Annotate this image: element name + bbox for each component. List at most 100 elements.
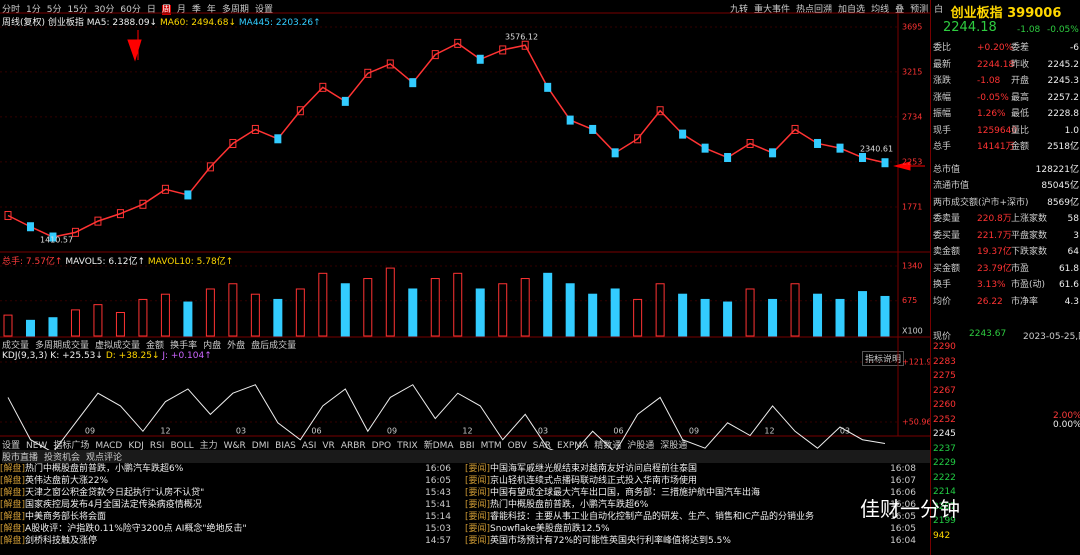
period[interactable]: 日 bbox=[146, 5, 156, 15]
news-row[interactable]: [要闻]Snowflake美股盘前跌12.5% 16:05 bbox=[465, 523, 920, 535]
y-tick-label: +121.9 bbox=[902, 358, 930, 367]
news-text: Snowflake美股盘前跌12.5% bbox=[490, 524, 610, 534]
name: 周线(复权) bbox=[2, 18, 46, 28]
tool[interactable]: 加自选 bbox=[838, 5, 866, 15]
quote-row: 均价 26.22 市净率 4.3 bbox=[931, 294, 1080, 310]
period[interactable]: 周 bbox=[161, 5, 171, 15]
volume-tab[interactable]: 虚拟成交量 bbox=[95, 341, 141, 351]
candle bbox=[4, 211, 12, 221]
tool[interactable]: 叠 bbox=[895, 5, 905, 15]
chart: 3695 3215 2734 2253 1771 3576.12 1410.57 2340.6… bbox=[0, 12, 930, 450]
quote-cell: 61.6 bbox=[1058, 280, 1079, 290]
volume-tab[interactable]: 内盘 bbox=[203, 341, 222, 351]
quote-row: 涨幅 -0.05% 最高 2257.2 bbox=[931, 90, 1080, 106]
news-row[interactable]: [要闻]中国海军戚继光舰结束对越南友好访问启程前往泰国 16:08 bbox=[465, 463, 920, 475]
period[interactable]: 30分 bbox=[93, 5, 115, 15]
news-row[interactable]: [解盘]天津之窗公积金贷款今日起执行"认房不认贷" 15:43 bbox=[0, 487, 455, 499]
news-tab[interactable]: 股市直播 bbox=[2, 453, 39, 463]
tool[interactable]: 白 bbox=[934, 5, 944, 15]
volume-bar bbox=[25, 319, 35, 337]
news-row[interactable]: [要闻]京山轻机连续式点播码联动线正式投入华南市场使用 16:07 bbox=[465, 475, 920, 487]
candle bbox=[206, 162, 214, 172]
news-tab[interactable]: 观点评论 bbox=[86, 453, 123, 463]
volume-tab[interactable]: 盘后成交量 bbox=[251, 341, 297, 351]
news-row[interactable]: [解盘]A股收评：沪指跌0.11%险守3200点 AI概念"绝地反击" 15:03 bbox=[0, 523, 455, 535]
period[interactable]: 季 bbox=[191, 5, 201, 15]
news-time: 15:03 bbox=[425, 524, 451, 534]
period[interactable]: 1分 bbox=[26, 5, 41, 15]
tool[interactable]: 热点回溯 bbox=[796, 5, 833, 15]
volume-tab[interactable]: 成交量 bbox=[2, 341, 30, 351]
volume-tab[interactable]: 金额 bbox=[146, 341, 165, 351]
mavol10: MAVOL10: 5.78亿↑ bbox=[147, 257, 234, 267]
news-row[interactable]: [要闻]中国有望成全球最大汽车出口国，商务部：三措施护航中国汽车出海 16:06 bbox=[465, 487, 920, 499]
period[interactable]: 分时 bbox=[2, 5, 21, 15]
period[interactable]: 年 bbox=[206, 5, 216, 15]
volume-tab[interactable]: 多周期成交量 bbox=[35, 341, 90, 351]
quote-cell: 1.26% bbox=[977, 109, 1006, 119]
news-row[interactable]: [要闻]睿能科技：主要从事工业自动化控制产品的研发、生产、销售和IC产品的分销业… bbox=[465, 511, 920, 523]
news-row[interactable]: [要闻]热门中概股盘前普跌，小鹏汽车跌超6% 16:06 bbox=[465, 499, 920, 511]
news-row[interactable]: [解盘]热门中概股盘前普跌，小鹏汽车跌超6% 16:06 bbox=[0, 463, 455, 475]
news-row[interactable]: [解盘]国家疾控局发布4月全国法定传染病疫情概况 15:41 bbox=[0, 499, 455, 511]
quote-cell: 58 bbox=[1067, 214, 1079, 224]
news-tag: [要闻] bbox=[465, 512, 491, 522]
period[interactable]: 5分 bbox=[46, 5, 62, 15]
quote-cell: 2257.2 bbox=[1047, 92, 1080, 103]
ma5: MA5: 2388.09↓ bbox=[86, 18, 158, 28]
quote-cell: -1.08 bbox=[977, 76, 1001, 86]
quote-cell: 61.8 bbox=[1058, 263, 1079, 274]
quote-cell: 2244.18 bbox=[977, 59, 1015, 70]
volume-bar bbox=[93, 304, 103, 337]
news-time: 16:07 bbox=[890, 476, 916, 486]
tool[interactable]: 预测 bbox=[910, 5, 929, 15]
volume-bar bbox=[70, 309, 80, 337]
volume-bar bbox=[430, 278, 440, 337]
quote-cell: 128221亿 bbox=[1035, 164, 1079, 175]
news-row[interactable]: [解盘]剑桥科技触及涨停 14:57 bbox=[0, 535, 455, 547]
candle bbox=[859, 153, 867, 163]
candle bbox=[386, 59, 394, 69]
quote-cell: 1259640 bbox=[977, 125, 1018, 136]
tool[interactable]: 均线 bbox=[871, 5, 890, 15]
period[interactable]: 60分 bbox=[120, 5, 141, 15]
volume-tab[interactable]: 外盘 bbox=[227, 341, 246, 351]
quote-cell: 委卖量 bbox=[933, 214, 961, 224]
quote-row: 买金额 23.79亿 市盈 61.8 bbox=[931, 261, 1080, 277]
volume-tab[interactable]: 换手率 bbox=[170, 341, 198, 351]
quote-cell: 现手 bbox=[933, 125, 952, 136]
period[interactable]: 15分 bbox=[67, 5, 88, 15]
news-tab[interactable]: 投资机会 bbox=[44, 453, 81, 463]
quote-cell: -0.05% bbox=[977, 92, 1009, 103]
news-row[interactable]: [解盘]中美商务部长将会面 15:14 bbox=[0, 511, 455, 523]
volume-bar bbox=[745, 288, 755, 337]
candle bbox=[49, 232, 57, 242]
quote-cell: 金额 bbox=[1011, 142, 1030, 152]
quote-cell: 市盈 bbox=[1011, 263, 1030, 274]
help[interactable]: 指标说明 bbox=[862, 351, 905, 366]
news-text: 中美商务部长将会面 bbox=[25, 512, 107, 522]
news-row[interactable]: [解盘]英伟达盘前大涨22% 16:05 bbox=[0, 475, 455, 487]
news-text: 热门中概股盘前普跌，小鹏汽车跌超6% bbox=[490, 500, 649, 510]
period[interactable]: 设置 bbox=[254, 5, 273, 15]
period[interactable]: 多周期 bbox=[221, 5, 249, 15]
period[interactable]: 月 bbox=[176, 5, 186, 15]
y-tick-label: +50.96 bbox=[902, 418, 930, 427]
y-tick-label: 1340 bbox=[902, 262, 922, 271]
intraday-vol: 942 bbox=[933, 531, 951, 541]
news-row[interactable]: [要闻]英国市场预计有72%的可能性英国央行利率峰值将达到5.5% 16:04 bbox=[465, 535, 920, 547]
quote-row: 总市值 128221亿 bbox=[931, 162, 1080, 178]
candle bbox=[71, 227, 79, 237]
quote-cell: 上涨家数 bbox=[1011, 214, 1048, 224]
candle bbox=[296, 106, 304, 116]
intraday-tick: 2214 bbox=[933, 487, 956, 497]
tool[interactable]: 九转 bbox=[730, 5, 749, 15]
quote-cell: 220.8万 bbox=[977, 214, 1012, 224]
news-time: 16:05 bbox=[425, 476, 451, 486]
tool[interactable]: 重大事件 bbox=[754, 5, 791, 15]
volume-bar bbox=[813, 293, 823, 337]
pct1: 0.00% bbox=[1053, 420, 1080, 430]
ma60: MA60: 2494.68↓ bbox=[159, 18, 237, 28]
quote-cell: 总市值 bbox=[933, 164, 961, 175]
news-text: 剑桥科技触及涨停 bbox=[25, 536, 98, 546]
